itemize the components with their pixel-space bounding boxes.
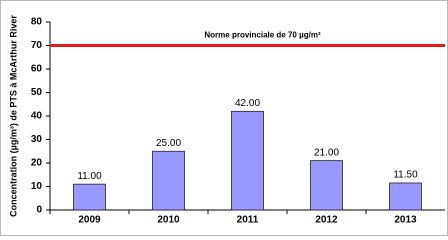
y-tick-label: 70 xyxy=(31,40,43,51)
x-tick-label: 2012 xyxy=(315,215,338,226)
y-tick-label: 50 xyxy=(31,87,43,98)
value-label: 11.00 xyxy=(77,171,102,182)
y-tick-label: 80 xyxy=(31,17,43,28)
x-tick-label: 2009 xyxy=(78,215,101,226)
bar xyxy=(389,182,422,211)
bar xyxy=(73,183,106,211)
y-tick-label: 40 xyxy=(31,111,43,122)
y-tick-label: 10 xyxy=(31,181,43,192)
y-tick-label: 30 xyxy=(31,134,43,145)
bar xyxy=(152,150,185,211)
bar xyxy=(310,160,343,211)
value-label: 25.00 xyxy=(156,138,181,149)
x-tick-label: 2011 xyxy=(237,215,259,226)
x-tick-label: 2010 xyxy=(157,215,180,226)
y-axis-label: Concentration (µg/m³) de PTS à McArthur … xyxy=(8,15,18,217)
y-tick-label: 60 xyxy=(31,64,43,75)
y-tick-label: 0 xyxy=(36,205,42,216)
value-label: 21.00 xyxy=(314,147,339,158)
value-label: 11.50 xyxy=(393,170,418,181)
x-tick-label: 2013 xyxy=(394,215,417,226)
y-tick-label: 20 xyxy=(31,158,43,169)
reference-label: Norme provinciale de 70 µg/m³ xyxy=(204,31,321,40)
value-label: 42.00 xyxy=(235,98,260,109)
bar xyxy=(231,110,264,211)
